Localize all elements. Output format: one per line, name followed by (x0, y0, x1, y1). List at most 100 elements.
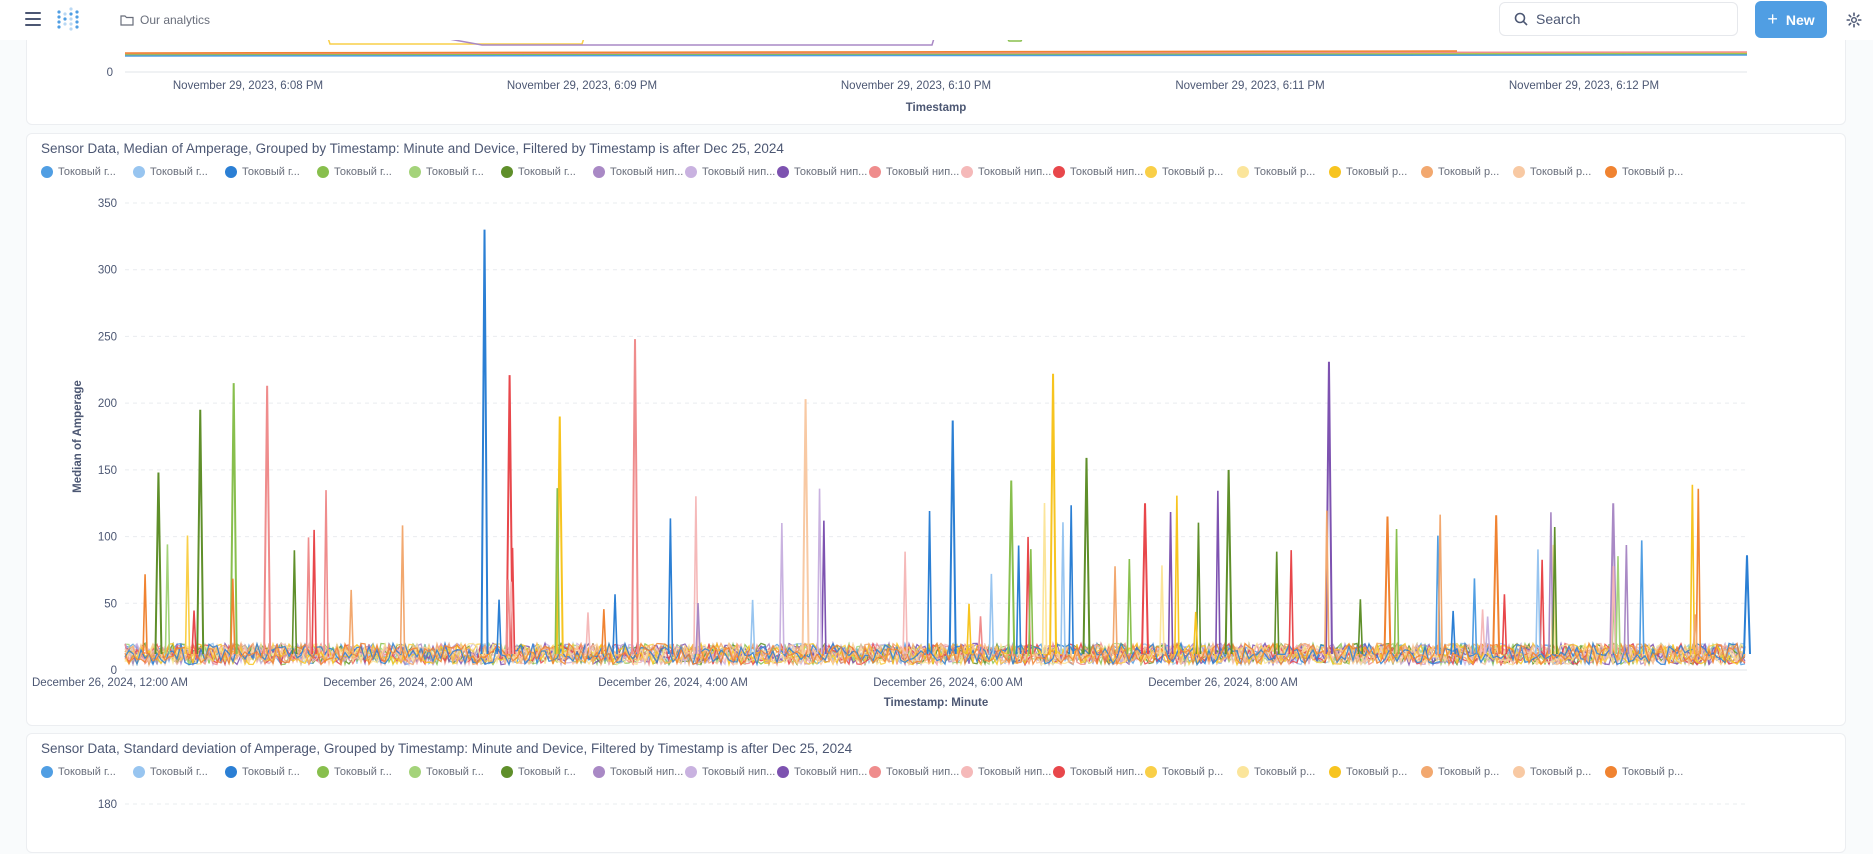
series-peak[interactable] (480, 229, 489, 654)
legend-item[interactable]: Токовый р... (1145, 166, 1237, 178)
legend-item[interactable]: Токовый г... (41, 766, 133, 778)
legend-item[interactable]: Токовый г... (225, 766, 317, 778)
legend-item[interactable]: Токовый г... (317, 766, 409, 778)
legend-item[interactable]: Токовый г... (225, 166, 317, 178)
legend-item[interactable]: Токовый нип... (1053, 166, 1145, 178)
legend-label: Токовый нип... (886, 766, 960, 778)
legend-item[interactable]: Токовый нип... (869, 766, 961, 778)
legend-item[interactable]: Токовый г... (133, 766, 225, 778)
series-spike (184, 535, 191, 655)
series-peak[interactable] (154, 472, 163, 655)
legend-dot (1605, 166, 1617, 178)
legend-item[interactable]: Токовый нип... (685, 166, 777, 178)
series-peak[interactable] (1743, 555, 1751, 655)
series-line (124, 54, 1748, 57)
legend-item[interactable]: Токовый нип... (777, 766, 869, 778)
series-peak[interactable] (1492, 515, 1501, 655)
y-tick: 0 (107, 67, 113, 79)
series-peak[interactable] (1141, 503, 1150, 655)
series-spike (902, 551, 908, 655)
legend-item[interactable]: Токовый р... (1329, 166, 1421, 178)
series-spike (1060, 522, 1066, 655)
gear-icon[interactable] (1846, 12, 1862, 28)
series-peak[interactable] (1609, 503, 1618, 655)
legend-item[interactable]: Токовый нип... (961, 166, 1053, 178)
legend-item[interactable]: Токовый нип... (777, 166, 869, 178)
series-peak[interactable] (1007, 480, 1016, 655)
legend-item[interactable]: Токовый р... (1145, 766, 1237, 778)
chart-title[interactable]: Sensor Data, Median of Amperage, Grouped… (41, 141, 784, 156)
legend-item[interactable]: Токовый г... (501, 766, 593, 778)
legend-label: Токовый нип... (1070, 166, 1144, 178)
legend-item[interactable]: Токовый г... (501, 166, 593, 178)
metabase-logo[interactable] (55, 6, 83, 34)
series-spike (1437, 514, 1443, 655)
legend-item[interactable]: Токовый р... (1513, 166, 1605, 178)
sidebar-toggle-icon[interactable] (25, 12, 41, 26)
legend-item[interactable]: Токовый р... (1605, 166, 1697, 178)
series-peak[interactable] (801, 399, 810, 655)
legend-item[interactable]: Токовый р... (1329, 766, 1421, 778)
legend-item[interactable]: Токовый нип... (961, 766, 1053, 778)
legend-dot (1237, 766, 1249, 778)
chart-legend: Токовый г... Токовый г... Токовый г... Токо… (41, 766, 1697, 778)
x-tick: November 29, 2023, 6:08 PM (173, 80, 323, 92)
legend-label: Токовый г... (334, 766, 392, 778)
legend-dot (1421, 166, 1433, 178)
series-spike (1484, 616, 1491, 655)
legend-item[interactable]: Токовый нип... (869, 166, 961, 178)
legend-dot (1145, 166, 1157, 178)
series-peak[interactable] (1224, 469, 1233, 655)
legend-item[interactable]: Токовый нип... (593, 766, 685, 778)
series-peak[interactable] (1383, 516, 1392, 655)
legend-item[interactable]: Токовый г... (409, 166, 501, 178)
legend-item[interactable]: Токовый р... (1513, 766, 1605, 778)
x-tick: December 26, 2024, 4:00 AM (598, 677, 748, 689)
series-spike (1689, 484, 1696, 654)
legend-dot (501, 766, 513, 778)
legend-dot (501, 166, 513, 178)
series-spike (164, 544, 171, 655)
series-spike (399, 525, 406, 655)
legend-item[interactable]: Токовый р... (1421, 166, 1513, 178)
y-tick: 180 (98, 799, 117, 811)
legend-item[interactable]: Токовый г... (317, 166, 409, 178)
series-spike (1112, 566, 1118, 655)
chart-title[interactable]: Sensor Data, Standard deviation of Amper… (41, 741, 853, 756)
series-spike (291, 550, 298, 655)
series-peak[interactable] (196, 409, 205, 655)
legend-label: Токовый р... (1162, 166, 1224, 178)
legend-item[interactable]: Токовый нип... (1053, 766, 1145, 778)
legend-item[interactable]: Токовый нип... (685, 766, 777, 778)
series-peak[interactable] (948, 420, 957, 655)
series-spike (1695, 488, 1702, 654)
legend-item[interactable]: Токовый г... (41, 166, 133, 178)
series-spike (1028, 549, 1034, 655)
x-tick: November 29, 2023, 6:10 PM (841, 80, 991, 92)
series-spike (1068, 505, 1074, 654)
series-spike (988, 573, 995, 655)
series-peak[interactable] (229, 383, 238, 655)
legend-item[interactable]: Токовый г... (133, 166, 225, 178)
legend-label: Токовый нип... (794, 766, 868, 778)
new-button[interactable]: + New (1755, 1, 1827, 38)
legend-item[interactable]: Токовый р... (1237, 166, 1329, 178)
legend-item[interactable]: Токовый нип... (593, 166, 685, 178)
legend-dot (409, 766, 421, 778)
legend-item[interactable]: Токовый р... (1605, 766, 1697, 778)
series-peak[interactable] (631, 339, 640, 654)
legend-label: Токовый нип... (1070, 766, 1144, 778)
legend-item[interactable]: Токовый г... (409, 766, 501, 778)
series-spike (1610, 566, 1617, 655)
legend-item[interactable]: Токовый р... (1421, 766, 1513, 778)
legend-item[interactable]: Токовый р... (1237, 766, 1329, 778)
series-peak[interactable] (1049, 373, 1058, 654)
breadcrumb[interactable]: Our analytics (120, 11, 210, 29)
series-peak[interactable] (1082, 457, 1091, 655)
series-peak[interactable] (263, 385, 272, 655)
legend-dot (1329, 766, 1341, 778)
search-input[interactable]: Search (1499, 2, 1738, 36)
breadcrumb-collection[interactable]: Our analytics (140, 13, 211, 27)
series-spike (693, 496, 699, 654)
search-label: Search (1536, 11, 1581, 27)
